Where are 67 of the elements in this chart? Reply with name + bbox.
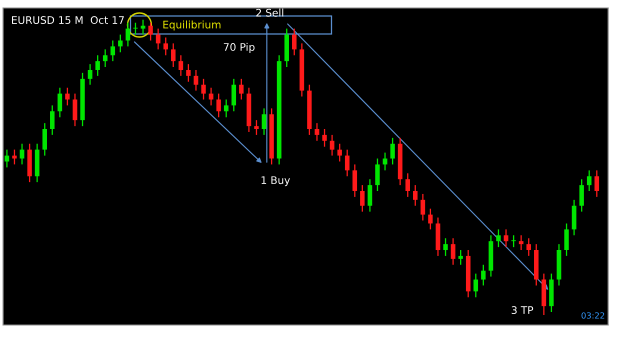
candlestick [156,28,160,50]
candlestick [368,178,372,212]
candlestick [579,178,584,212]
candlestick [239,78,244,100]
annotation: 3 TP [512,306,534,314]
candlestick [194,69,198,92]
candlestick [458,249,463,266]
candlestick [20,143,24,166]
candlestick [481,264,486,286]
candlestick [292,28,297,56]
annotation: 70 Pip [224,42,255,53]
candlestick [4,149,10,168]
candlestick [526,238,531,257]
candlestick [360,184,365,212]
candlestick [232,78,236,112]
candlestick [322,128,327,148]
candlestick [330,134,334,156]
candlestick [178,54,184,77]
candlestick [118,34,123,53]
candlestick [496,228,501,248]
candlestick [504,228,508,248]
candlestick [88,63,92,86]
candlestick [102,48,108,68]
chart-title: EURUSD 15 M Oct 17 [12,16,124,24]
candlestick [224,98,228,118]
candlestick [314,122,320,142]
text: 2 Sell [256,8,284,17]
candlestick [572,199,576,236]
candlestick [216,92,221,118]
candlestick [110,40,116,62]
candlestick [201,78,206,100]
candlestick [564,222,569,257]
candlestick [443,238,448,257]
candlestick [171,42,176,68]
candlestick [474,273,478,298]
candlestick [405,172,410,198]
annotation: 03:22 [582,312,604,319]
candlestick [50,104,55,136]
candlestick [12,149,17,166]
candlestick [42,122,47,156]
candlestick [58,87,62,118]
candlestick [413,184,418,206]
candlestick [163,36,168,56]
candlestick [420,193,426,222]
candlestick [72,92,78,127]
candlestick [337,143,342,162]
candlestick [208,87,214,106]
candlestick [586,170,592,192]
candlestick [390,137,395,166]
candlestick [450,238,456,266]
candlestick [344,149,350,177]
candlestick [95,54,100,77]
candlestick [65,87,70,106]
annotation: Equilibrium [163,20,220,31]
candlestick [140,19,146,36]
annotation: 1 Buy [262,176,290,186]
candlestick [382,152,388,171]
candlestick [262,108,266,136]
candlestick [518,234,524,251]
candlestick [126,22,130,47]
candlestick [375,158,380,192]
candlestick [254,120,259,136]
candlestick [428,208,433,230]
candlestick [148,22,153,42]
candlestick [352,164,358,198]
candlestick [594,170,600,198]
candlestick [186,63,191,82]
